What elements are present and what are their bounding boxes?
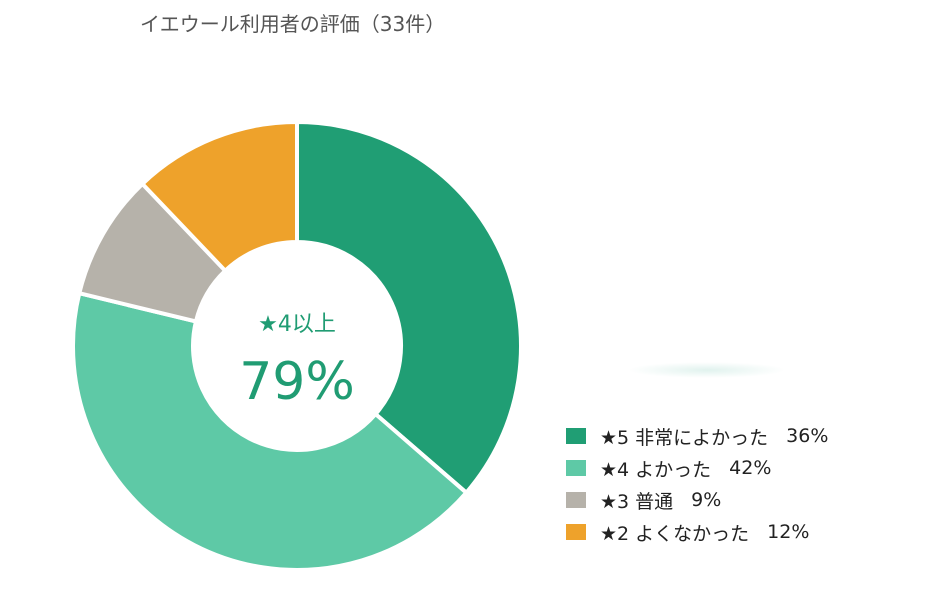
legend-item: ★3 普通 9% <box>566 484 828 516</box>
legend-swatch <box>566 492 586 508</box>
legend-label: ★3 普通 <box>600 490 674 513</box>
legend-value: 36% <box>786 425 829 447</box>
legend-value: 9% <box>691 489 722 511</box>
chart-title: イエウール利用者の評価（33件） <box>140 12 446 36</box>
decorative-shadow <box>628 362 786 378</box>
legend-swatch <box>566 460 586 476</box>
center-label: ★4以上 <box>258 312 336 337</box>
pie-slice <box>71 291 469 572</box>
center-value: 79% <box>239 352 355 412</box>
pie-slice <box>140 120 299 273</box>
pie-slice <box>295 120 523 495</box>
legend: ★5 非常によかった 36% ★4 よかった 42% ★3 普通 9% ★2 よ… <box>566 420 828 548</box>
legend-label: ★2 よくなかった <box>600 522 750 545</box>
legend-value: 42% <box>729 457 772 479</box>
legend-label: ★4 よかった <box>600 458 712 481</box>
legend-item: ★4 よかった 42% <box>566 452 828 484</box>
donut-slices <box>71 120 523 572</box>
legend-value: 12% <box>767 521 810 543</box>
legend-swatch <box>566 428 586 444</box>
legend-swatch <box>566 524 586 540</box>
legend-item: ★5 非常によかった 36% <box>566 420 828 452</box>
legend-item: ★2 よくなかった 12% <box>566 516 828 548</box>
legend-label: ★5 非常によかった <box>600 426 769 449</box>
